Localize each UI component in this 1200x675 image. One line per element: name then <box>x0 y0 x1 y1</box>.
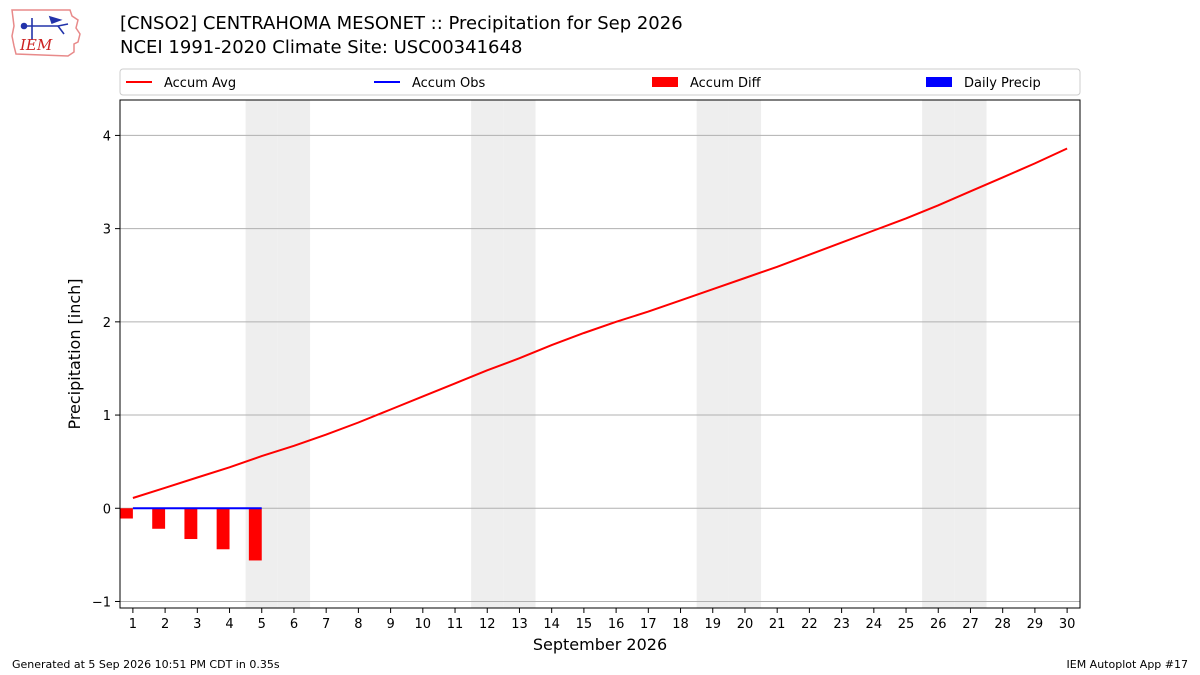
accum-diff-bar <box>152 508 166 529</box>
legend-frame <box>119 68 1081 96</box>
weekend-shade-day-26 <box>922 100 955 608</box>
weather-station-icon <box>20 15 69 40</box>
series-lines <box>132 147 1068 510</box>
x-tick-label: 28 <box>994 617 1011 632</box>
iowa-outline-shape <box>11 9 81 57</box>
weekend-shade-day-20 <box>728 100 762 608</box>
x-tick-label: 22 <box>801 617 818 632</box>
x-tick-label: 20 <box>737 617 754 632</box>
legend-swatch-accum-diff <box>652 77 678 87</box>
y-tick-label: 2 <box>103 316 111 331</box>
weekend-shade-day-12 <box>471 100 504 608</box>
x-tick-label: 24 <box>866 617 883 632</box>
legend-swatch-daily-precip <box>926 77 952 87</box>
x-tick-label: 8 <box>354 617 362 632</box>
y-axis-ticks: −1 0 1 2 3 4 <box>92 129 120 610</box>
x-axis-label: September 2026 <box>533 635 667 654</box>
x-tick-label: 4 <box>225 617 233 632</box>
x-tick-label: 27 <box>962 617 979 632</box>
x-tick-label: 1 <box>129 617 137 632</box>
x-axis-ticks: 1 2 3 4 5 6 7 8 9 10 11 12 13 14 15 16 17 18 19 20 21 22 23 24 2… <box>129 608 1076 632</box>
legend-label-accum-diff: Accum Diff <box>690 76 762 91</box>
x-tick-label: 12 <box>479 617 496 632</box>
accum-diff-bars <box>120 508 262 561</box>
legend-label-accum-obs: Accum Obs <box>412 76 485 91</box>
y-tick-label: −1 <box>92 595 111 610</box>
logo-text: IEM <box>19 36 53 54</box>
accum-diff-bar <box>184 508 198 540</box>
y-tick-label: 1 <box>103 409 111 424</box>
accum-avg-line <box>132 147 1068 499</box>
y-tick-label: 4 <box>103 129 111 144</box>
x-tick-label: 29 <box>1027 617 1044 632</box>
legend-label-accum-avg: Accum Avg <box>164 76 236 91</box>
chart-title: [CNSO2] CENTRAHOMA MESONET :: Precipitat… <box>120 13 683 34</box>
x-tick-label: 5 <box>258 617 266 632</box>
accum-diff-bar <box>248 508 262 561</box>
x-tick-label: 3 <box>193 617 201 632</box>
x-tick-label: 6 <box>290 617 298 632</box>
weekend-shade-day-19 <box>696 100 729 608</box>
x-tick-label: 16 <box>608 617 625 632</box>
accum-diff-bar <box>120 508 133 519</box>
generated-timestamp: Generated at 5 Sep 2026 10:51 PM CDT in … <box>12 658 280 671</box>
x-tick-label: 17 <box>640 617 657 632</box>
iem-logo: IEM <box>11 9 81 57</box>
x-tick-label: 13 <box>511 617 528 632</box>
x-tick-label: 26 <box>930 617 947 632</box>
legend: Accum Avg Accum Obs Accum Diff Daily Precip <box>119 68 1081 96</box>
x-tick-label: 15 <box>576 617 593 632</box>
x-tick-label: 23 <box>833 617 850 632</box>
app-label: IEM Autoplot App #17 <box>1066 658 1189 671</box>
y-tick-label: 0 <box>103 502 111 517</box>
weekend-shade-day-6 <box>277 100 311 608</box>
x-tick-label: 18 <box>672 617 689 632</box>
x-tick-label: 2 <box>161 617 169 632</box>
x-tick-label: 11 <box>447 617 464 632</box>
weekend-shade-day-27 <box>954 100 987 608</box>
x-tick-label: 30 <box>1059 617 1076 632</box>
y-axis-label: Precipitation [inch] <box>65 278 84 429</box>
x-tick-label: 9 <box>386 617 394 632</box>
plot-frame <box>119 99 1081 609</box>
weekend-shading <box>245 100 987 608</box>
x-tick-label: 21 <box>769 617 786 632</box>
x-tick-label: 10 <box>415 617 432 632</box>
x-tick-label: 14 <box>543 617 560 632</box>
x-tick-label: 19 <box>704 617 721 632</box>
y-tick-label: 3 <box>103 223 111 238</box>
legend-label-daily-precip: Daily Precip <box>964 76 1041 91</box>
x-tick-label: 25 <box>898 617 915 632</box>
grid-lines <box>120 134 1080 602</box>
x-tick-label: 7 <box>322 617 330 632</box>
accum-diff-bar <box>216 508 230 550</box>
chart-subtitle: NCEI 1991-2020 Climate Site: USC00341648 <box>120 37 523 58</box>
